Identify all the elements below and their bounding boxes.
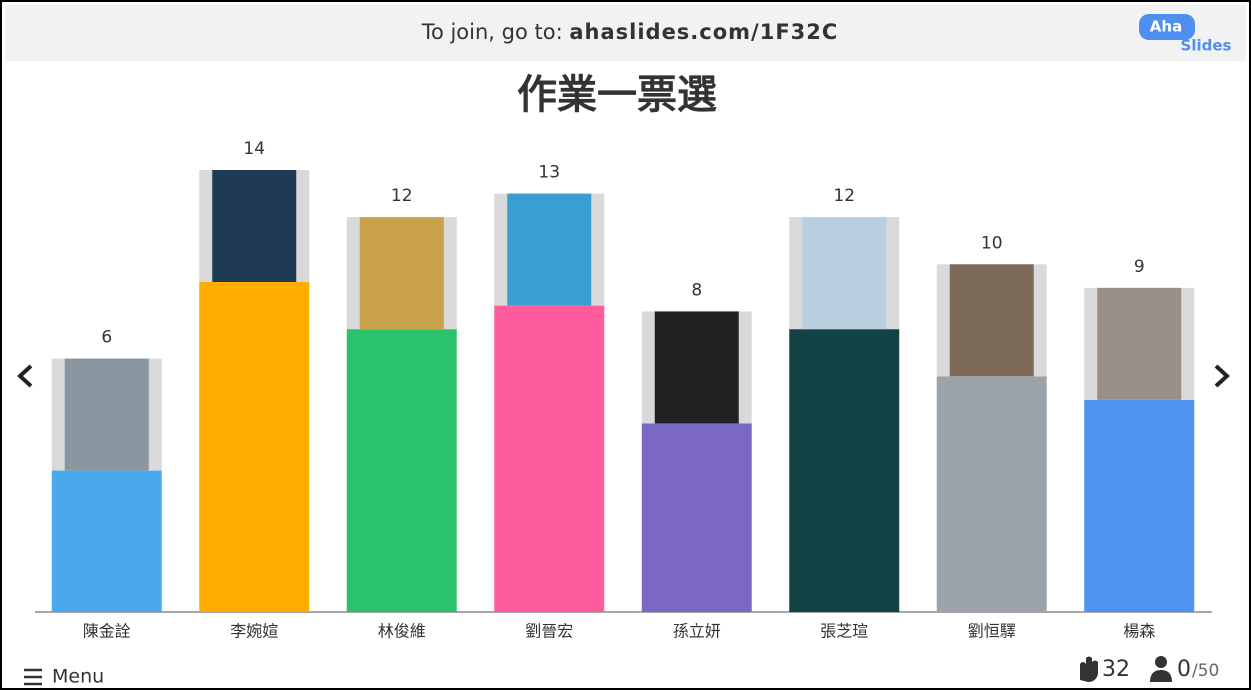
prev-arrow[interactable] — [17, 364, 33, 388]
bar — [1084, 399, 1195, 612]
photo — [949, 264, 1034, 377]
x-tick-label: 楊森 — [1123, 622, 1155, 641]
value-label: 12 — [391, 186, 413, 206]
x-tick-label: 林俊維 — [378, 622, 426, 641]
x-tick-label: 李婉媗 — [230, 622, 278, 641]
join-text: To join, go to: — [421, 20, 570, 44]
value-label: 14 — [243, 139, 265, 159]
photo — [64, 358, 149, 471]
value-label: 6 — [101, 328, 112, 348]
value-label: 13 — [538, 163, 560, 183]
logo-top: Aha — [1150, 18, 1182, 36]
photo — [802, 217, 887, 330]
value-label: 12 — [833, 186, 855, 206]
value-label: 9 — [1134, 257, 1145, 277]
participants-count: 0 — [1177, 657, 1191, 682]
photo — [1097, 287, 1182, 400]
menu-button[interactable]: Menu — [24, 666, 104, 688]
bar — [346, 329, 457, 612]
x-tick-label: 張芝瑄 — [820, 622, 868, 641]
bar — [199, 282, 310, 612]
bar — [51, 470, 162, 612]
join-url: ahaslides.com/1F32C — [569, 20, 838, 44]
bar — [641, 423, 752, 612]
bar — [936, 376, 1047, 612]
value-label: 8 — [691, 280, 702, 300]
photo — [507, 193, 592, 306]
responses-count: 32 — [1102, 657, 1130, 682]
chart-title: 作業一票選 — [517, 72, 717, 118]
photo — [212, 170, 297, 282]
x-tick-label: 陳金詮 — [83, 622, 131, 641]
logo-badge — [1139, 14, 1195, 40]
hand-icon — [1080, 656, 1098, 682]
bar — [789, 329, 900, 612]
value-label: 10 — [981, 233, 1003, 253]
x-tick-label: 劉恒驛 — [968, 622, 1016, 641]
x-tick-label: 劉晉宏 — [525, 622, 573, 641]
header-bar — [5, 5, 1246, 61]
next-arrow[interactable] — [1214, 364, 1230, 388]
join-line: To join, go to: ahaslides.com/1F32C — [421, 20, 839, 44]
participants-max: /50 — [1192, 661, 1219, 681]
photo — [359, 217, 444, 330]
person-icon-body — [1150, 670, 1172, 682]
photo — [654, 311, 739, 424]
menu-icon — [24, 668, 42, 686]
person-icon — [1155, 656, 1167, 668]
menu-label: Menu — [52, 666, 104, 688]
logo-bottom: Slides — [1181, 37, 1232, 55]
bar — [494, 305, 605, 612]
x-tick-label: 孫立妍 — [673, 622, 721, 641]
